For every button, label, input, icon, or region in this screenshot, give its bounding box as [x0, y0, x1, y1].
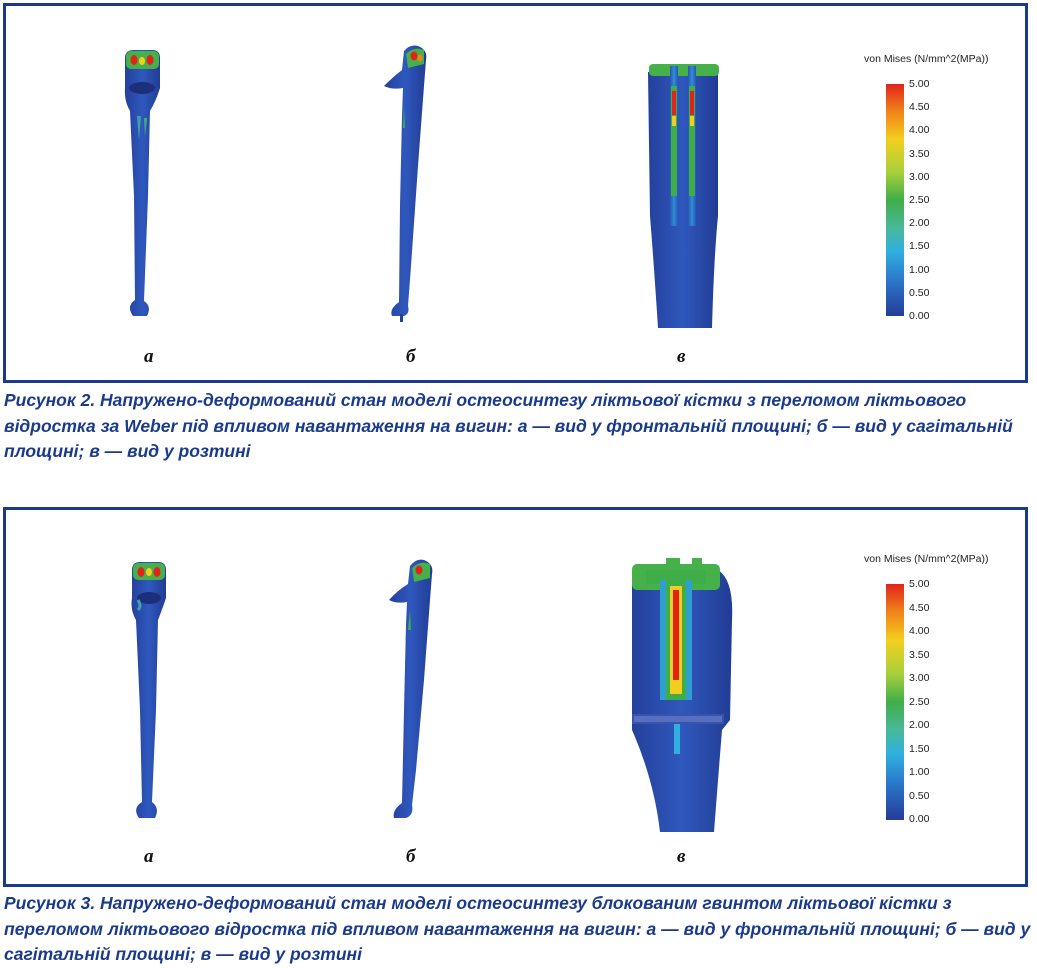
sublabel-a: а	[144, 846, 154, 867]
figure-2-caption: Рисунок 2. Напружено-деформований стан м…	[4, 390, 1013, 461]
tick-label: 3.50	[909, 148, 930, 160]
bone-cross-section-view	[648, 64, 719, 328]
tick-label: 1.00	[909, 264, 930, 276]
figure-3-illustration	[131, 558, 733, 832]
color-scale-bar	[886, 84, 904, 316]
figure-2-illustration	[124, 45, 719, 328]
figure-3-caption: Рисунок 3. Напружено-деформований стан м…	[4, 893, 1031, 964]
legend-title: von Mises (N/mm^2(MPa))	[864, 53, 989, 65]
tick-label: 1.00	[909, 766, 930, 778]
bone-cross-section-view	[632, 558, 733, 832]
figure-3-panel: а б в von Mises (N/mm^2(MPa)) 5.00 4.50 …	[3, 507, 1028, 887]
tick-label: 3.00	[909, 672, 930, 684]
tick-label: 2.50	[909, 194, 930, 206]
tick-label: 4.50	[909, 602, 930, 614]
tick-label: 0.00	[909, 310, 930, 322]
tick-label: 2.50	[909, 696, 930, 708]
bone-frontal-view	[131, 562, 166, 818]
figure-2-panel: а б в von Mises (N/mm^2(MPa)) 5.00 4.50 …	[3, 3, 1028, 383]
tick-label: 0.50	[909, 287, 930, 299]
sublabel-v: в	[677, 346, 686, 367]
tick-label: 4.50	[909, 101, 930, 113]
tick-label: 3.00	[909, 171, 930, 183]
tick-label: 3.50	[909, 649, 930, 661]
tick-label: 4.00	[909, 625, 930, 637]
tick-label: 1.50	[909, 240, 930, 252]
sublabel-b: б	[406, 846, 416, 867]
bone-frontal-view	[124, 50, 160, 316]
sublabel-v: в	[677, 846, 686, 867]
tick-label: 4.00	[909, 124, 930, 136]
bone-sagittal-view	[384, 45, 427, 322]
tick-label: 1.50	[909, 743, 930, 755]
color-scale-bar	[886, 584, 904, 820]
tick-label: 5.00	[909, 578, 930, 590]
tick-label: 2.00	[909, 719, 930, 731]
tick-label: 0.00	[909, 813, 930, 825]
tick-label: 2.00	[909, 217, 930, 229]
tick-label: 0.50	[909, 790, 930, 802]
sublabel-b: б	[406, 346, 416, 367]
bone-sagittal-view	[389, 559, 433, 818]
sublabel-a: а	[144, 346, 154, 367]
legend-title: von Mises (N/mm^2(MPa))	[864, 553, 989, 565]
tick-label: 5.00	[909, 78, 930, 90]
